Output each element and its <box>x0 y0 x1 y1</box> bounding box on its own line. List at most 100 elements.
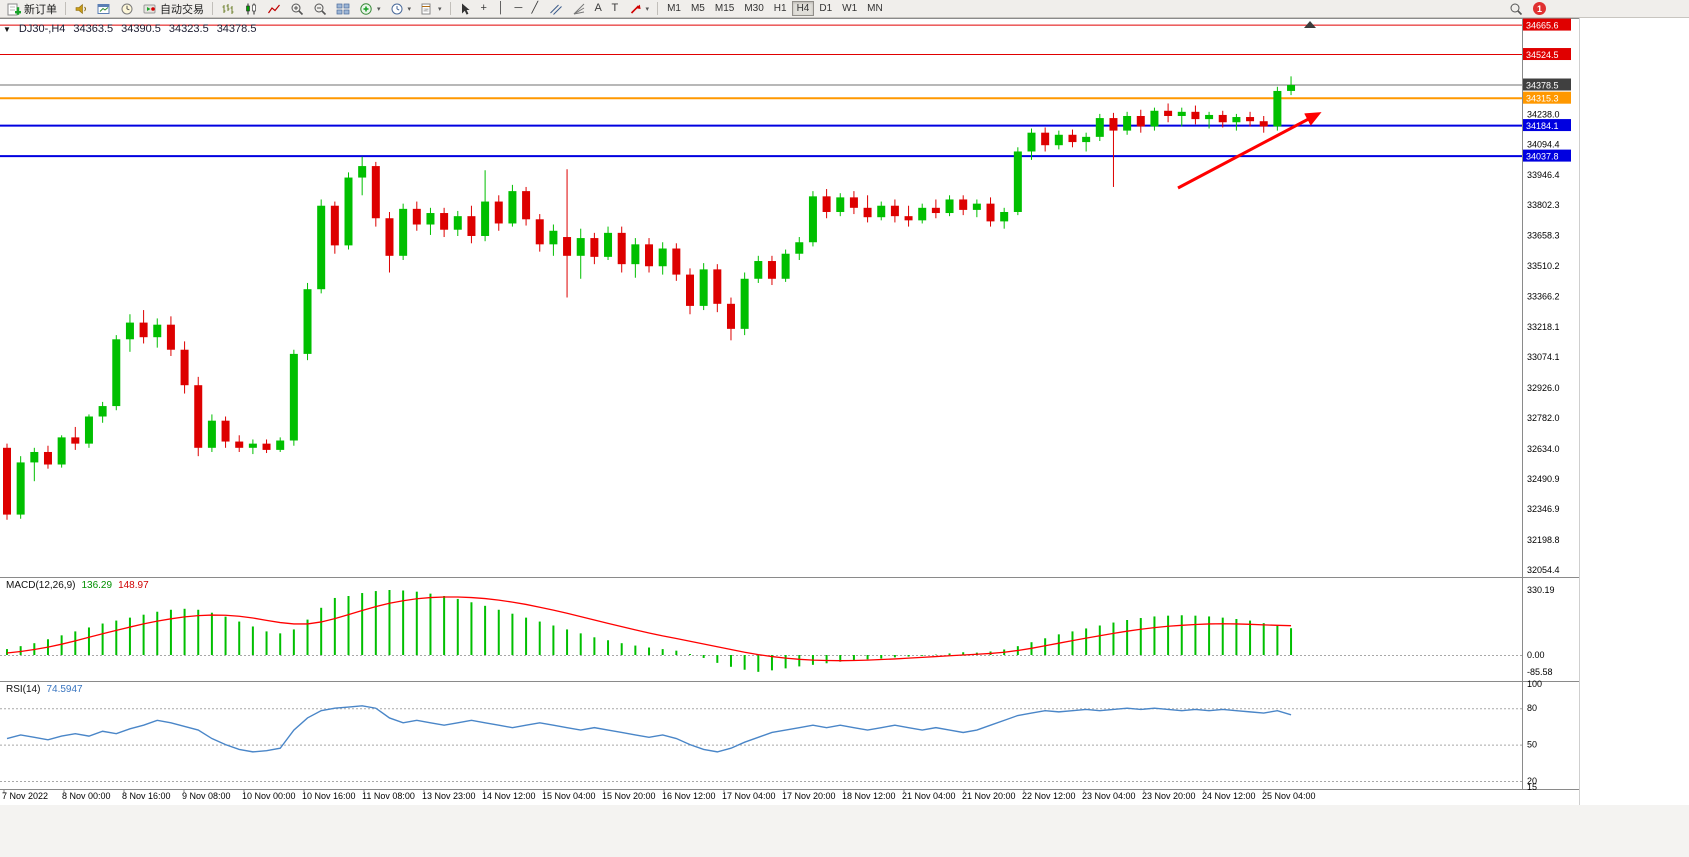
cursor-tool-button[interactable] <box>455 1 476 17</box>
search-button[interactable] <box>1505 1 1527 17</box>
time-axis-label: 17 Nov 04:00 <box>722 791 776 801</box>
timeframe-H4[interactable]: H4 <box>791 1 815 16</box>
sound-button[interactable] <box>70 1 92 17</box>
periods-button[interactable]: ▾ <box>386 1 416 17</box>
time-axis-label: 17 Nov 20:00 <box>782 791 836 801</box>
candle <box>317 205 326 290</box>
price-line-label-box <box>1523 119 1571 132</box>
notification-badge[interactable]: 1 <box>1533 2 1546 15</box>
candle <box>112 339 121 407</box>
candle <box>494 201 503 224</box>
templates-button[interactable]: ▾ <box>416 1 446 17</box>
macd-panel: 330.19 0.00 -85.58 <box>0 585 1555 677</box>
candle <box>1000 211 1009 222</box>
separator <box>449 2 451 15</box>
candle <box>808 196 817 243</box>
candle <box>576 238 585 256</box>
candle <box>604 232 613 257</box>
bar-chart-button[interactable] <box>217 1 239 17</box>
timeframe-W1[interactable]: W1 <box>837 1 862 16</box>
candlestick-chart-button[interactable] <box>240 1 262 17</box>
candle <box>481 201 490 236</box>
macd-axis-label: -85.58 <box>1527 667 1553 677</box>
fibonacci-icon <box>573 3 584 14</box>
candle <box>207 420 216 448</box>
indicators-button[interactable]: ▾ <box>355 1 385 17</box>
candle <box>686 274 694 306</box>
candle <box>849 197 858 208</box>
one-click-trading-arrow[interactable]: ▼ <box>3 24 11 34</box>
horizontal-line-tool-button[interactable]: ─ <box>511 1 527 17</box>
fibonacci-tool-button[interactable] <box>568 1 590 17</box>
crosshair-icon: + <box>480 2 487 14</box>
candle <box>57 437 66 465</box>
candle <box>139 322 148 338</box>
zoom-in-button[interactable] <box>286 1 308 17</box>
chart-ohlc-header: ▼ DJ30-,H4 34363.5 34390.5 34323.5 34378… <box>3 23 256 35</box>
chevron-down-icon: ▾ <box>407 5 412 13</box>
open-value: 34363.5 <box>73 23 114 35</box>
candle <box>590 238 599 257</box>
new-order-button[interactable]: 新订单 <box>3 1 61 17</box>
cursor-icon <box>461 3 470 15</box>
crosshair-tool-button[interactable]: + <box>477 1 493 17</box>
chevron-down-icon: ▾ <box>377 5 381 13</box>
vertical-line-tool-button[interactable]: │ <box>494 1 510 17</box>
candle <box>1082 136 1091 143</box>
candle <box>1246 117 1255 122</box>
label-tool-button[interactable]: T <box>608 1 624 17</box>
zoom-out-button[interactable] <box>309 1 331 17</box>
candle <box>1191 111 1200 120</box>
candle <box>617 232 626 265</box>
time-axis-label: 16 Nov 12:00 <box>662 791 716 801</box>
panel-borders <box>0 18 1580 805</box>
separator <box>657 2 659 15</box>
candle <box>166 324 175 350</box>
timeframe-M1[interactable]: M1 <box>662 1 686 16</box>
rsi-line <box>6 705 1292 753</box>
text-tool-label: A <box>594 2 602 14</box>
candle <box>972 203 981 210</box>
candle <box>1013 151 1022 212</box>
candle <box>726 303 735 329</box>
text-tool-button[interactable]: A <box>591 1 607 17</box>
chart-shift-marker[interactable] <box>1304 21 1316 28</box>
autotrading-button[interactable]: 自动交易 <box>139 1 208 17</box>
time-axis-label: 15 Nov 04:00 <box>542 791 596 801</box>
trend-arrow-annotation[interactable] <box>1177 112 1322 190</box>
candle <box>412 208 421 225</box>
price-axis-label: 34238.0 <box>1527 109 1560 119</box>
chart-window-button[interactable] <box>93 1 115 17</box>
line-chart-button[interactable] <box>263 1 285 17</box>
rsi-name: RSI(14) <box>6 684 41 695</box>
timeframe-M5[interactable]: M5 <box>686 1 710 16</box>
history-button[interactable] <box>116 1 138 17</box>
timeframe-D1[interactable]: D1 <box>814 1 837 16</box>
candle <box>43 451 52 465</box>
search-icon <box>1510 3 1523 15</box>
bar-chart-icon <box>222 3 234 14</box>
arrow-shape-icon <box>630 4 641 14</box>
price-axis-label: 32490.9 <box>1527 474 1560 484</box>
timeframe-H1[interactable]: H1 <box>769 1 792 16</box>
rsi-axis-label: 100 <box>1527 679 1542 689</box>
channel-tool-button[interactable] <box>545 1 567 17</box>
rsi-axis-label: 15 <box>1527 782 1537 792</box>
candle <box>221 420 230 442</box>
candle <box>84 416 93 444</box>
arrows-tool-button[interactable]: ▾ <box>625 1 654 17</box>
candle <box>467 216 476 236</box>
macd-signal-line <box>6 596 1292 662</box>
price-axis-label: 33510.2 <box>1527 261 1560 271</box>
timeframe-M30[interactable]: M30 <box>739 1 768 16</box>
tile-windows-button[interactable] <box>332 1 354 17</box>
candle <box>563 237 572 256</box>
candle <box>180 349 189 386</box>
trendline-tool-button[interactable]: ╱ <box>528 1 544 17</box>
candle <box>16 462 25 515</box>
timeframe-MN[interactable]: MN <box>862 1 888 16</box>
timeframe-M15[interactable]: M15 <box>710 1 739 16</box>
label-tool-label: T <box>611 2 619 14</box>
